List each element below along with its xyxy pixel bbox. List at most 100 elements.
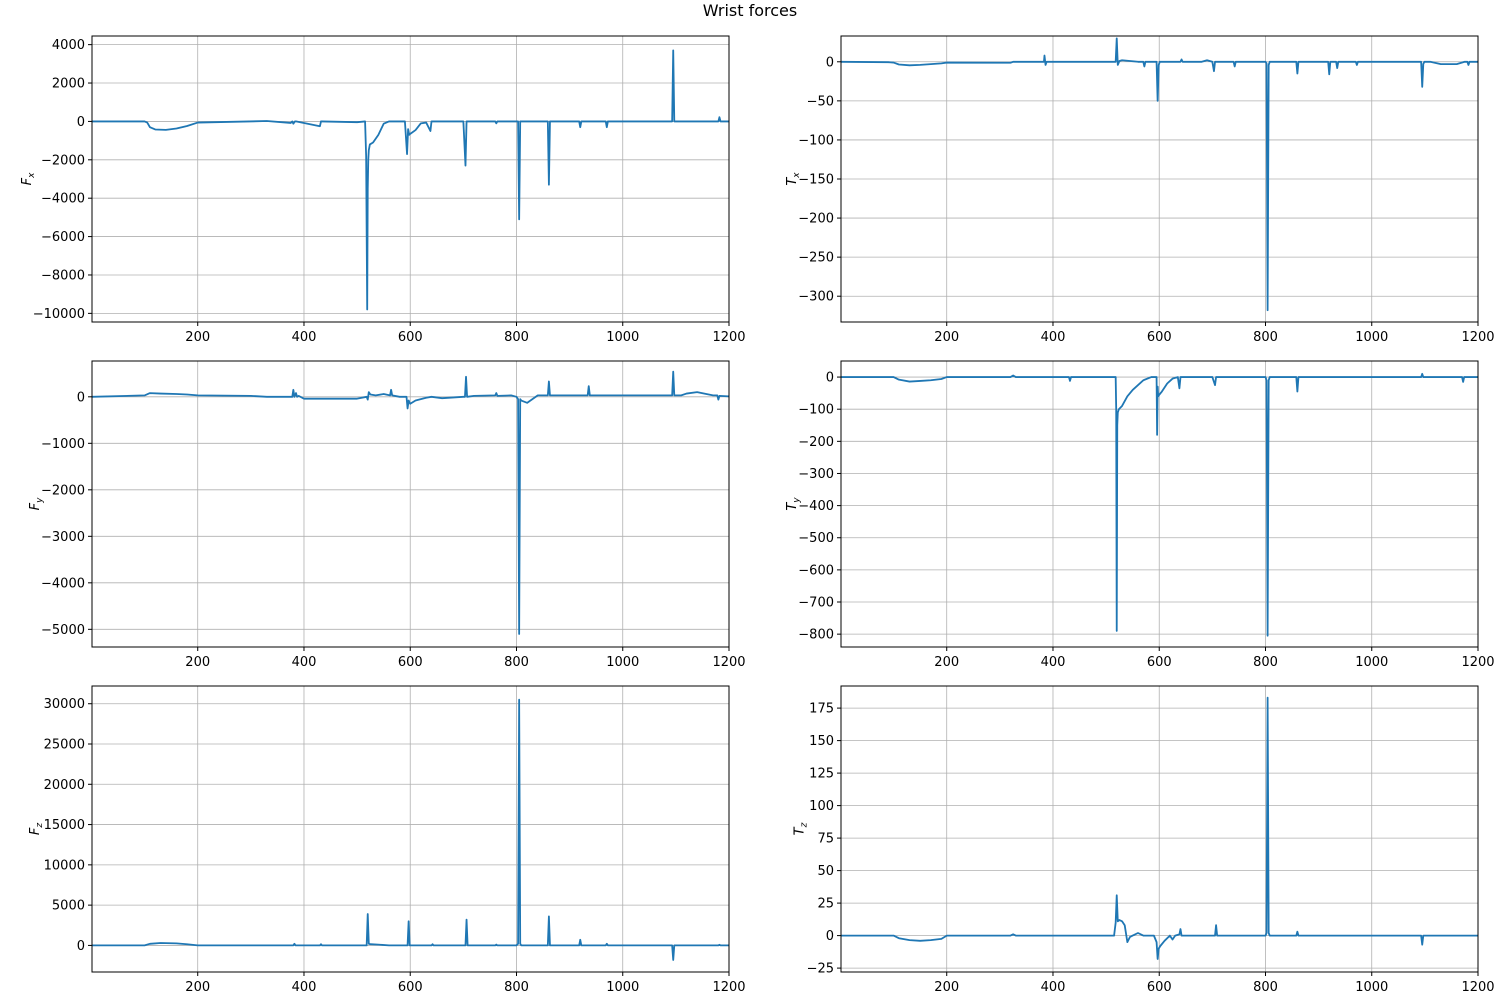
x-tick-label: 400 (292, 980, 317, 995)
y-tick-label: −5000 (41, 623, 85, 638)
y-tick-label: −200 (798, 212, 834, 227)
figure-title: Wrist forces (703, 1, 797, 20)
y-tick-label: −100 (798, 403, 834, 418)
y-axis-label-sub: x (27, 172, 37, 179)
subplot-fx: 200 400 600 800 1000 1200 −10000 −8000 −6000 −400… (20, 35, 746, 345)
y-tick-label: −4000 (41, 192, 85, 207)
x-tick-label: 200 (185, 330, 210, 345)
y-axis-label-sub: y (792, 497, 802, 504)
y-tick-label: −500 (798, 531, 834, 546)
y-tick-label: −150 (798, 173, 834, 188)
y-tick-label: 50 (817, 864, 834, 879)
subplot-ty: 200 400 600 800 1000 1200 −800 −700 −600 −500 −400… (785, 360, 1495, 670)
x-tick-label: 1200 (712, 980, 745, 995)
subplot-fy: 200 400 600 800 1000 1200 −5000 −4000 −3000 −2000… (28, 360, 746, 670)
series-line-tx (841, 37, 1478, 312)
x-tick-label: 800 (504, 330, 529, 345)
y-tick-label: 150 (809, 734, 834, 749)
series-line-fx (92, 49, 729, 311)
x-tick-label: 1200 (1461, 980, 1494, 995)
series-line-tz (841, 696, 1478, 960)
y-tick-label: 0 (77, 939, 85, 954)
y-tick-label: 4000 (52, 38, 85, 53)
y-tick-label: −8000 (41, 268, 85, 283)
y-tick-label: −25 (807, 962, 834, 977)
x-tick-label: 1000 (606, 330, 639, 345)
x-tick-label: 600 (1147, 330, 1172, 345)
y-axis-label-main: T (793, 826, 808, 835)
y-tick-label: 175 (809, 702, 834, 717)
y-tick-label: 2000 (52, 77, 85, 92)
x-tick-label: 200 (934, 655, 959, 670)
y-tick-label: 0 (826, 55, 834, 70)
y-tick-label: 0 (77, 115, 85, 130)
subplot-tx: 200 400 600 800 1000 1200 −300 −250 −200 −150 −100… (785, 35, 1495, 345)
x-tick-label: 600 (398, 330, 423, 345)
y-tick-label: −700 (798, 596, 834, 611)
y-axis-label-fx: Fx (20, 172, 37, 185)
y-tick-label: −6000 (41, 230, 85, 245)
x-tick-label: 600 (1147, 980, 1172, 995)
y-tick-label: −300 (798, 290, 834, 305)
y-tick-label: −3000 (41, 530, 85, 545)
y-axis-label-tx: Tx (785, 172, 802, 186)
y-tick-label: −4000 (41, 576, 85, 591)
y-axis-label-main: T (785, 502, 800, 511)
y-tick-label: 0 (826, 929, 834, 944)
x-tick-label: 1200 (1461, 655, 1494, 670)
x-tick-label: 800 (504, 980, 529, 995)
y-axis-label-ty: Ty (785, 497, 802, 511)
x-tick-label: 1200 (712, 655, 745, 670)
y-tick-label: 75 (817, 832, 834, 847)
x-tick-label: 600 (398, 980, 423, 995)
y-tick-label: −50 (807, 94, 834, 109)
x-tick-label: 600 (1147, 655, 1172, 670)
y-tick-label: −100 (798, 133, 834, 148)
x-tick-label: 400 (292, 330, 317, 345)
y-axis-label-fy: Fy (28, 497, 45, 510)
subplot-tz: 200 400 600 800 1000 1200 −25 0 25 50 75 100 125 150 1… (793, 685, 1495, 995)
x-tick-label: 1000 (606, 980, 639, 995)
y-axis-label-fz: Fz (28, 823, 45, 835)
x-tick-label: 400 (1041, 655, 1066, 670)
y-tick-label: −600 (798, 563, 834, 578)
y-axis-label-main: F (28, 502, 43, 510)
x-tick-label: 800 (1253, 330, 1278, 345)
subplot-fz: 200 400 600 800 1000 1200 0 5000 10000 15000 20000… (28, 685, 746, 995)
y-tick-label: −1000 (41, 437, 85, 452)
x-tick-label: 1200 (1461, 330, 1494, 345)
x-tick-label: 200 (185, 655, 210, 670)
y-axis-label-sub: x (792, 172, 802, 179)
y-tick-label: −200 (798, 435, 834, 450)
y-tick-label: −250 (798, 251, 834, 266)
x-tick-label: 1000 (1355, 655, 1388, 670)
x-tick-label: 200 (934, 330, 959, 345)
y-tick-label: 0 (826, 371, 834, 386)
y-tick-label: −2000 (41, 483, 85, 498)
series-line-ty (841, 372, 1478, 637)
y-tick-label: −400 (798, 499, 834, 514)
x-tick-label: 200 (934, 980, 959, 995)
y-axis-label-sub: z (800, 822, 810, 828)
x-tick-label: 800 (504, 655, 529, 670)
series-line-fz (92, 698, 729, 961)
series-line-fy (92, 370, 729, 635)
y-tick-label: 125 (809, 767, 834, 782)
y-axis-label-sub: z (35, 823, 45, 829)
y-axis-label-main: T (785, 177, 800, 186)
x-tick-label: 800 (1253, 655, 1278, 670)
x-tick-label: 400 (1041, 330, 1066, 345)
x-tick-label: 600 (398, 655, 423, 670)
y-tick-label: 30000 (44, 697, 85, 712)
y-tick-label: 25000 (44, 738, 85, 753)
y-axis-label-main: F (28, 827, 43, 835)
y-tick-label: −800 (798, 628, 834, 643)
y-tick-label: −300 (798, 467, 834, 482)
y-tick-label: −10000 (33, 307, 85, 322)
x-tick-label: 1200 (712, 330, 745, 345)
y-tick-label: 20000 (44, 778, 85, 793)
y-tick-label: 15000 (44, 818, 85, 833)
y-tick-label: 10000 (44, 858, 85, 873)
